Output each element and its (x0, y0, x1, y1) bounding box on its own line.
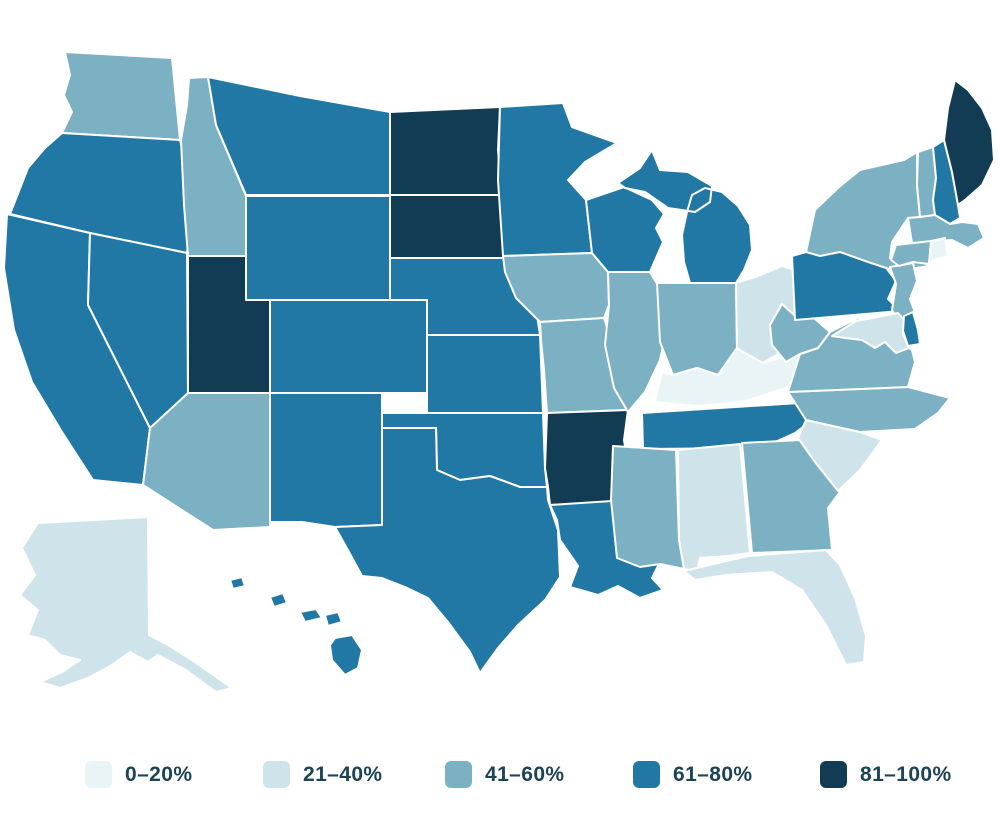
state-alaska[interactable] (19, 516, 233, 693)
state-north-dakota[interactable] (389, 106, 503, 196)
state-maine[interactable] (943, 79, 995, 206)
state-texas[interactable] (334, 427, 561, 674)
state-washington[interactable] (61, 51, 181, 141)
state-hawaii[interactable] (229, 576, 363, 676)
state-wisconsin[interactable] (585, 186, 665, 273)
state-kansas[interactable] (426, 334, 544, 414)
state-alabama[interactable] (677, 443, 751, 572)
state-delaware[interactable] (902, 311, 921, 347)
state-michigan[interactable] (617, 149, 753, 284)
states-group (3, 51, 995, 693)
state-wyoming[interactable] (245, 195, 391, 301)
state-south-dakota[interactable] (389, 194, 506, 259)
state-west-virginia[interactable] (769, 303, 831, 363)
state-indiana[interactable] (656, 282, 738, 376)
state-maryland[interactable] (831, 312, 910, 354)
state-florida[interactable] (683, 549, 867, 666)
state-connecticut[interactable] (890, 240, 932, 267)
state-rhode-island[interactable] (928, 237, 949, 265)
state-mississippi[interactable] (610, 445, 685, 570)
state-colorado[interactable] (269, 299, 428, 394)
state-new-york[interactable] (805, 151, 931, 272)
state-south-carolina[interactable] (797, 419, 883, 492)
state-new-mexico[interactable] (269, 392, 383, 528)
state-north-carolina[interactable] (787, 386, 951, 433)
state-kentucky[interactable] (654, 347, 814, 407)
